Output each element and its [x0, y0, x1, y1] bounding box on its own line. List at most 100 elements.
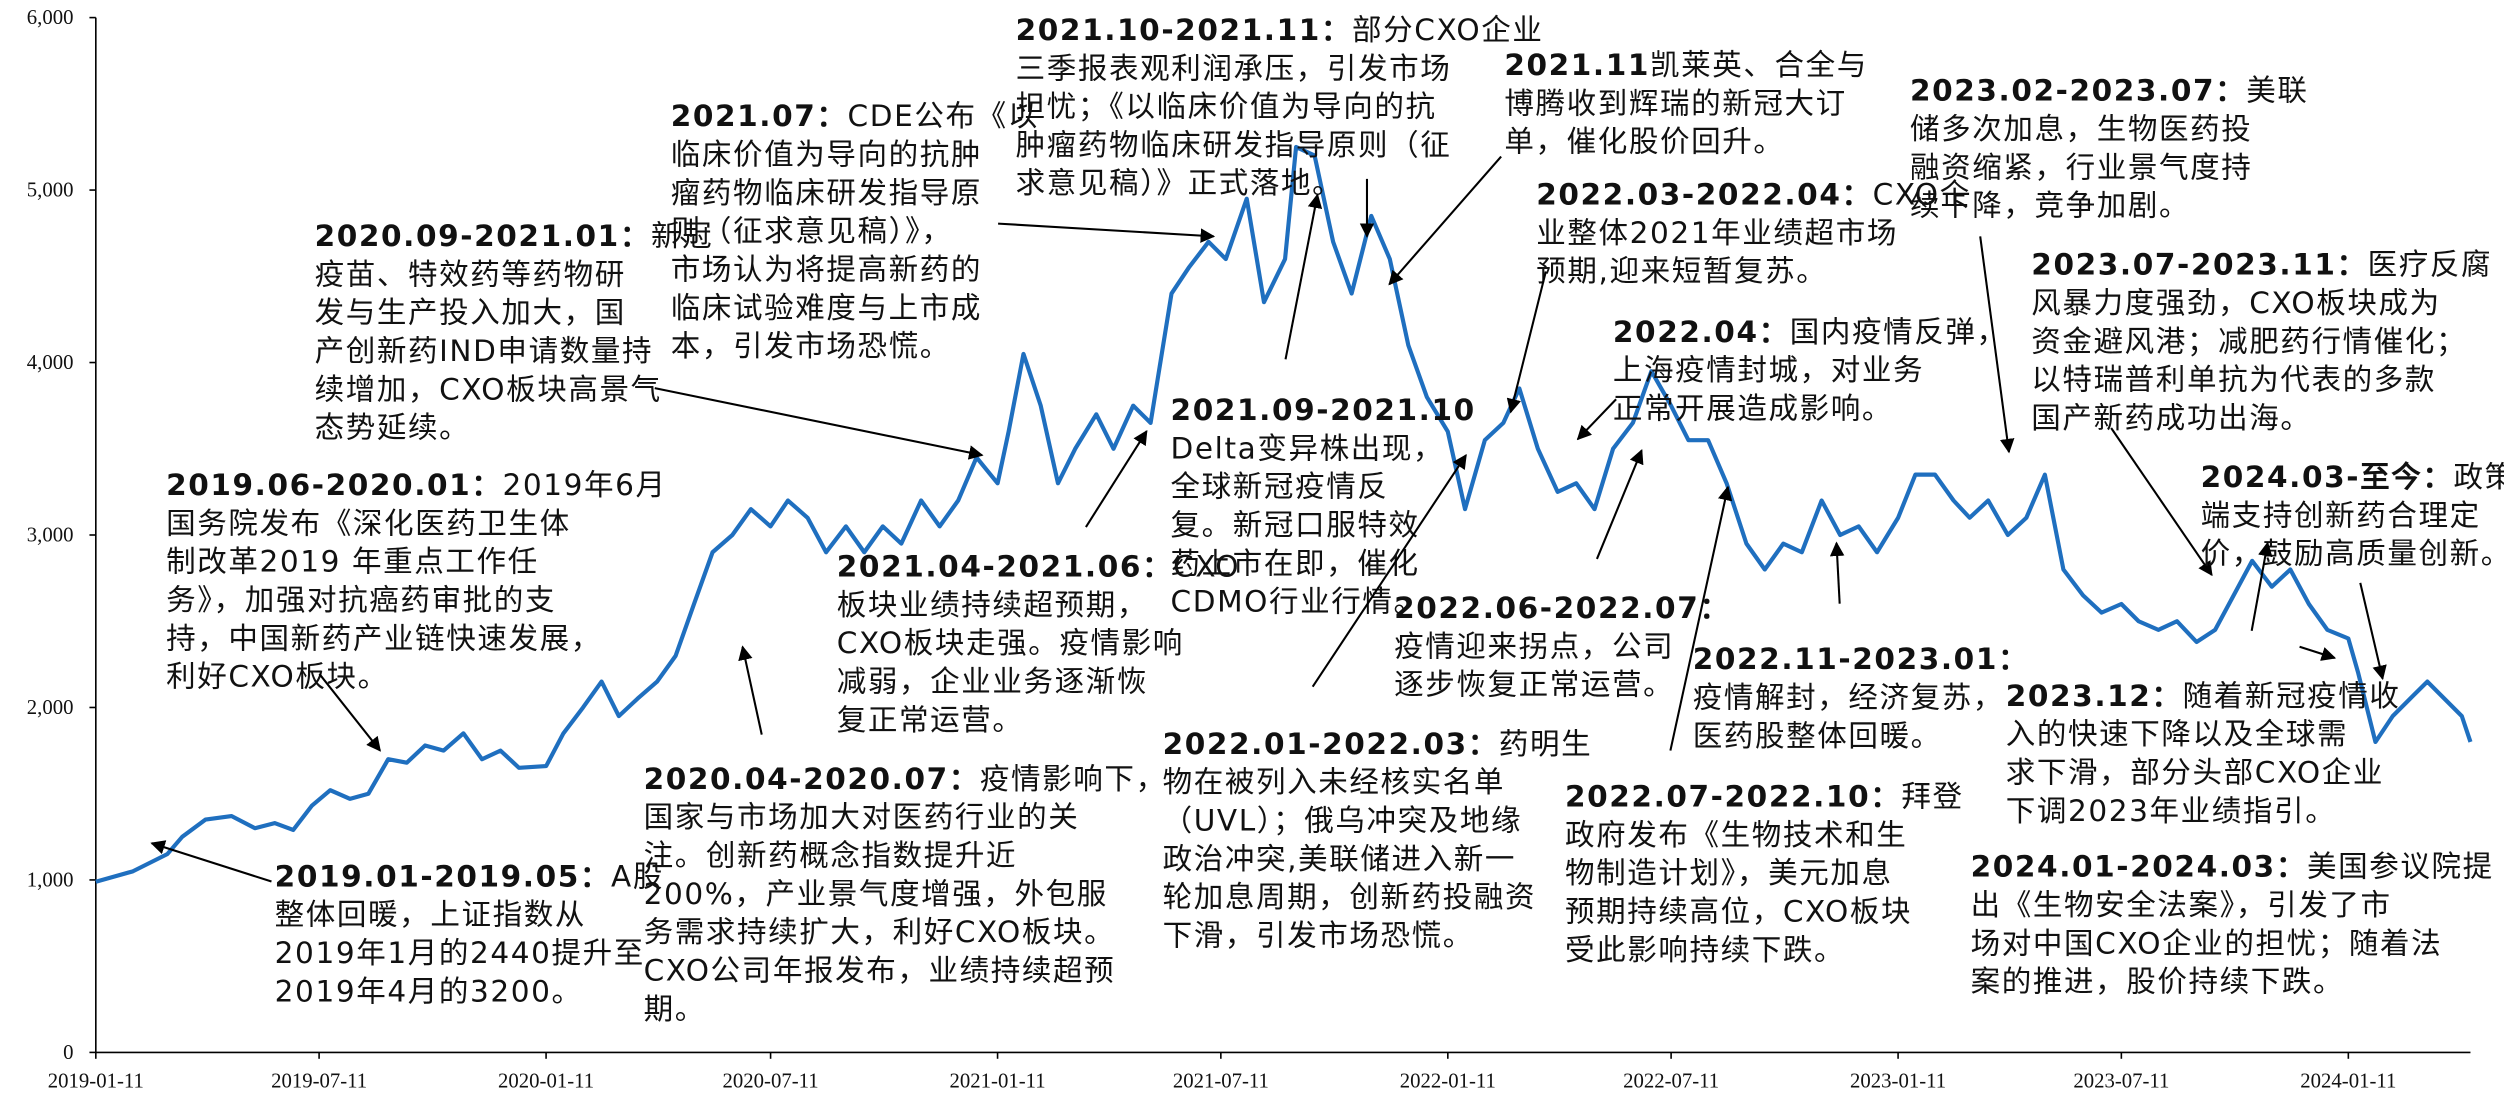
annotation-head: 2020.09-2021.01：: [315, 219, 651, 253]
annotation-line: 2020.09-2021.01：新冠: [315, 219, 714, 253]
annotation-arrow: [1085, 429, 1148, 528]
annotation-arrow: [1284, 193, 1323, 360]
annotation-text: 拜登: [1901, 779, 1963, 813]
annotation-line: 利好CXO板块。: [166, 660, 389, 694]
annotation-line: 政府发布《生物技术和生: [1565, 818, 1907, 852]
annotation: 2021.10-2021.11：部分CXO企业三季报表观利润承压，引发市场担忧；…: [1016, 13, 1544, 200]
x-tick-label: 2020-01-11: [498, 1071, 594, 1093]
annotation-line: 2023.02-2023.07：美联: [1910, 74, 2309, 108]
annotation-arrow: [1979, 236, 2015, 454]
annotation-line: 2022.04：国内疫情反弹，: [1613, 315, 2008, 349]
annotation-line: 2022.06-2022.07：: [1394, 591, 1730, 625]
annotation-line: 2022.07-2022.10：拜登: [1565, 779, 1964, 813]
annotation-arrow: [2250, 541, 2273, 632]
annotation-arrow: [2110, 427, 2213, 577]
annotation-line: 疫情解封，经济复苏，: [1693, 680, 2004, 714]
annotation-line: 2021.09-2021.10: [1171, 393, 1476, 427]
annotation-line: 瘤药物临床研发指导原: [671, 176, 982, 210]
annotation-line: 国家与市场加大对医药行业的关: [644, 800, 1080, 834]
annotation-line: 则（征求意见稿）》，: [671, 214, 953, 248]
annotation-line: 业整体2021年业绩超市场: [1536, 216, 1898, 250]
annotation-line: 下调2023年业绩指引。: [2006, 794, 2337, 828]
annotation-arrow: [1595, 449, 1644, 560]
annotation-line: 2021.04-2021.06：CXO: [837, 550, 1240, 584]
annotation-text: CXO: [1173, 550, 1240, 584]
annotation-arrow: [150, 840, 272, 883]
annotation-head: 2022.01-2022.03：: [1163, 727, 1499, 761]
annotation-text: 药明生: [1499, 727, 1592, 761]
x-tick-label: 2019-07-11: [271, 1071, 367, 1093]
annotation-line: 2019.06-2020.01：2019年6月: [166, 468, 667, 502]
x-tick-label: 2019-01-11: [48, 1071, 144, 1093]
annotation-line: 求下滑，部分头部CXO企业: [2006, 756, 2384, 790]
annotation-line: 2021.07：CDE公布《以: [671, 99, 1039, 133]
annotation-line: 2023.12：随着新冠疫情收: [2006, 679, 2401, 713]
annotation-line: 入的快速下降以及全球需: [2006, 717, 2348, 751]
annotation-line: 求意见稿）》正式落地。: [1016, 166, 1344, 200]
y-tick-label: 4,000: [27, 352, 74, 374]
annotation-line: 期。: [644, 992, 706, 1026]
annotation-line: 出《生物安全法案》，引发了市: [1971, 888, 2392, 922]
annotation-head: 2024.03-至今：: [2201, 460, 2454, 494]
x-tick-label: 2021-07-11: [1173, 1071, 1269, 1093]
annotation-line: 正常开展造成影响。: [1613, 391, 1893, 425]
annotation-line: 逐步恢复正常运营。: [1394, 668, 1674, 702]
annotation: 2023.07-2023.11：医疗反腐风暴力度强劲，CXO板块成为资金避风港；…: [2031, 248, 2490, 435]
annotation-line: 国产新药成功出海。: [2031, 401, 2311, 435]
annotation-head: 2023.02-2023.07：: [1910, 74, 2246, 108]
annotation-line: 案的推进，股价持续下跌。: [1971, 965, 2345, 999]
annotation-arrow: [2359, 582, 2387, 681]
annotation-line: 单，催化股价回升。: [1504, 125, 1784, 159]
annotation: 2024.03-至今：政策端支持创新药合理定价，鼓励高质量创新。: [2201, 460, 2504, 571]
annotation-line: 复正常运营。: [837, 703, 1024, 737]
annotation-line: 疫苗、特效药等药物研: [315, 257, 626, 291]
annotation-line: 疫情迎来拐点，公司: [1394, 629, 1674, 663]
annotation-line: 医药股整体回暖。: [1693, 719, 1942, 753]
annotation-line: 融资缩紧，行业景气度持: [1910, 150, 2252, 184]
x-tick-label: 2021-01-11: [950, 1071, 1046, 1093]
annotation-line: 临床价值为导向的抗肿: [671, 138, 982, 172]
annotation-head: 2021.11: [1504, 48, 1650, 82]
annotation-head: 2022.03-2022.04：: [1536, 177, 1872, 211]
annotation-arrow: [1669, 485, 1733, 751]
annotation-head: 2023.12：: [2006, 679, 2183, 713]
annotation-head: 2023.07-2023.11：: [2031, 248, 2367, 282]
annotation-line: 预期,迎来短暂复苏。: [1536, 254, 1827, 288]
annotation-arrow: [738, 645, 763, 735]
annotation-text: A股: [611, 859, 664, 893]
y-tick-label: 6,000: [27, 7, 74, 29]
annotation-line: 务需求持续扩大，利好CXO板块。: [644, 915, 1116, 949]
annotation-line: 整体回暖，上证指数从: [275, 898, 586, 932]
annotation-line: 风暴力度强劲，CXO板块成为: [2031, 286, 2440, 320]
annotation-arrow: [998, 222, 1216, 243]
annotation-line: 端支持创新药合理定: [2201, 498, 2481, 532]
annotation-line: 受此影响持续下跌。: [1565, 933, 1845, 967]
annotation-line: 2021.10-2021.11：部分CXO企业: [1016, 13, 1544, 47]
annotation: 2022.11-2023.01： 疫情解封，经济复苏， 医药股整体回暖。: [1693, 642, 2028, 753]
annotation-head: 2021.04-2021.06：: [837, 550, 1173, 584]
annotation-line: 续下降，竞争加剧。: [1910, 189, 2190, 223]
annotation-line: 博腾收到辉瑞的新冠大订: [1504, 86, 1846, 120]
annotation-text: 美国参议院提: [2307, 850, 2494, 884]
annotation-text: 美联: [2246, 74, 2308, 108]
annotation-line: 上海疫情封城，对业务: [1613, 353, 1924, 387]
annotation-line: 注。创新药概念指数提升近: [644, 839, 1018, 873]
annotation-line: 2019年4月的3200。: [275, 974, 583, 1008]
annotation-head: 2021.07：: [671, 99, 848, 133]
data-line: [95, 144, 2473, 884]
annotation-line: 制改革2019 年重点工作任: [166, 545, 539, 579]
annotation-arrow: [318, 673, 381, 752]
annotation-head: 2022.06-2022.07：: [1394, 591, 1730, 625]
annotation-line: 2021.11凯莱英、合全与: [1504, 48, 1868, 82]
annotation-arrow: [1388, 155, 1502, 286]
annotation-line: 2022.03-2022.04：CXO企: [1536, 177, 1970, 211]
annotation-line: CDMO行业行情。: [1171, 585, 1425, 619]
annotation-text: CDE公布《以: [848, 99, 1039, 133]
annotation: 2021.04-2021.06：CXO 板块业绩持续超预期， CXO板块走强。疫情影…: [837, 550, 1240, 737]
annotation-line: 本，引发市场恐慌。: [671, 329, 951, 363]
x-tick-label: 2020-07-11: [723, 1071, 819, 1093]
